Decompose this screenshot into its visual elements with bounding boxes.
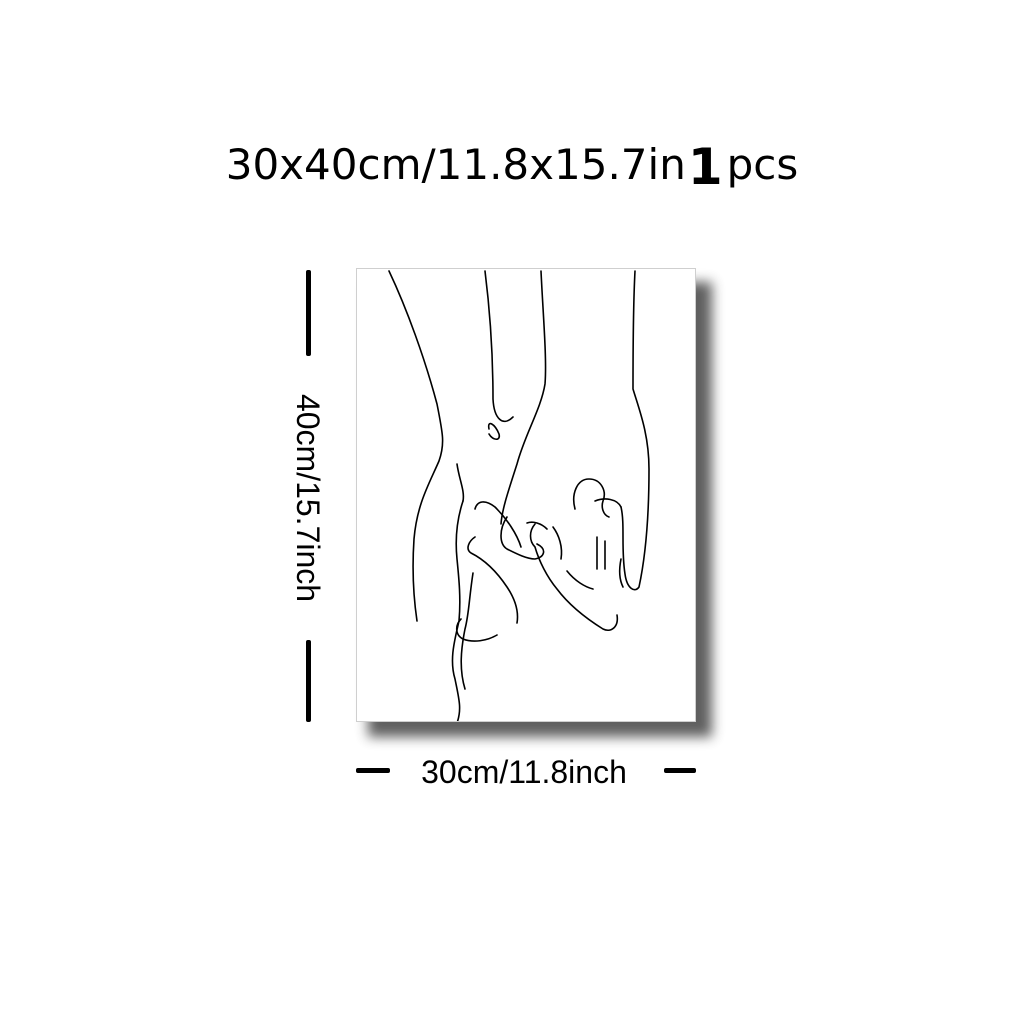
quantity-unit: pcs	[726, 140, 799, 189]
height-bar-top	[306, 270, 311, 356]
height-bar-bottom	[306, 640, 311, 722]
quantity-number: 1	[687, 138, 723, 196]
product-size-title: 30x40cm/11.8x15.7in1pcs	[0, 140, 1024, 192]
height-label: 40cm/15.7inch	[290, 393, 326, 603]
width-label: 30cm/11.8inch	[421, 754, 627, 790]
size-text: 30x40cm/11.8x15.7in	[225, 140, 686, 189]
line-art-holding-hands-icon	[388, 270, 650, 721]
width-bar-left	[356, 768, 390, 773]
canvas-print	[356, 268, 696, 722]
width-bar-right	[664, 768, 696, 773]
